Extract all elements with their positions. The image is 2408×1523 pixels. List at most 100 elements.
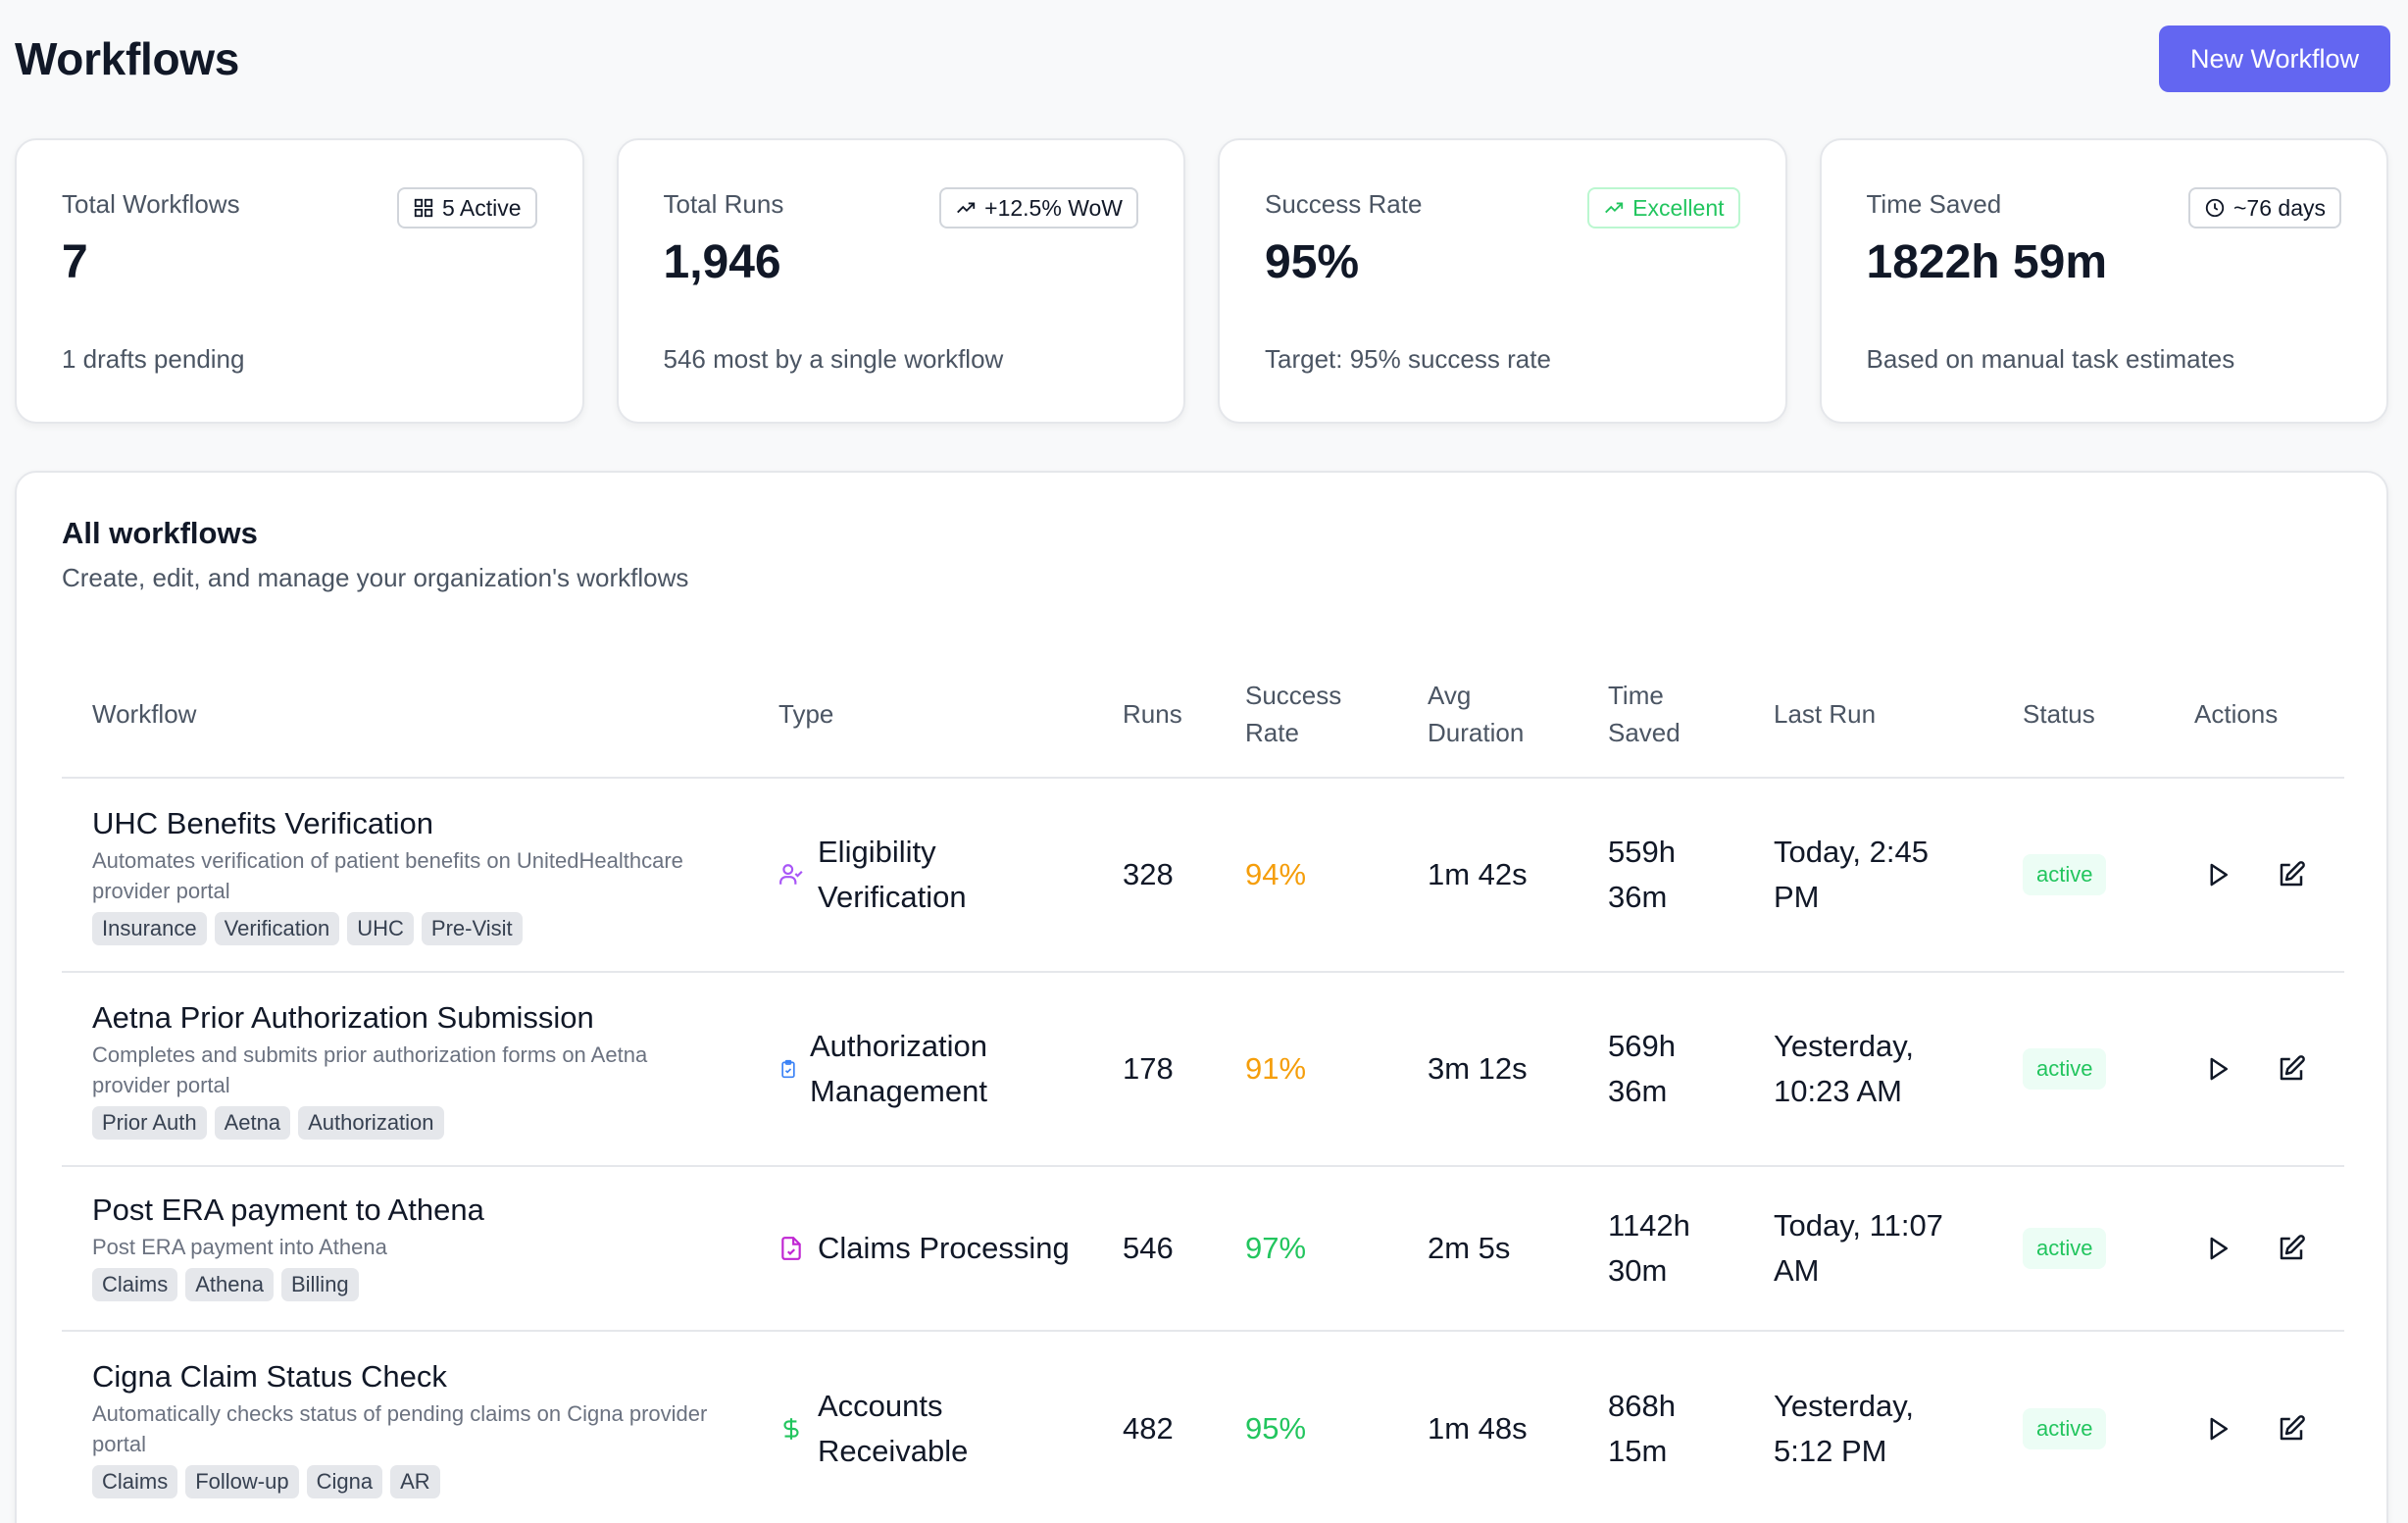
th-last-run[interactable]: Last Run <box>1774 699 1877 729</box>
run-button[interactable] <box>2194 1044 2241 1093</box>
workflow-name[interactable]: Cigna Claim Status Check <box>92 1359 447 1394</box>
stat-sub: 1 drafts pending <box>62 344 245 374</box>
trending-up-icon <box>957 202 976 214</box>
play-icon <box>2210 1237 2228 1260</box>
th-avg-duration[interactable]: Avg Duration <box>1428 681 1525 747</box>
type-label: Claims Processing <box>818 1231 1070 1265</box>
type-label: Eligibility Verification <box>818 835 967 914</box>
page-header: Workflows New Workflow <box>15 25 2390 93</box>
status-cell: active <box>2023 1167 2180 1330</box>
trending-up-icon <box>1605 202 1624 214</box>
workflow-name[interactable]: UHC Benefits Verification <box>92 806 434 840</box>
type-label: Authorization Management <box>810 1029 987 1108</box>
workflow-tags: Claims Athena Billing <box>92 1268 729 1301</box>
actions-cell <box>2194 973 2341 1165</box>
edit-button[interactable] <box>2268 1224 2315 1273</box>
th-time-saved[interactable]: Time Saved <box>1608 681 1681 747</box>
workflow-name[interactable]: Aetna Prior Authorization Submission <box>92 1000 594 1035</box>
success-rate-cell: 91% <box>1245 1051 1307 1086</box>
user-check-icon <box>779 864 803 885</box>
tag: Authorization <box>298 1106 444 1140</box>
edit-button[interactable] <box>2268 1044 2315 1093</box>
th-type[interactable]: Type <box>778 699 834 729</box>
workflow-cell: Aetna Prior Authorization Submission Com… <box>92 998 729 1140</box>
runs-cell: 546 <box>1123 1231 1174 1265</box>
stat-badge: ~76 days <box>2188 187 2341 228</box>
tag: Cigna <box>306 1465 383 1498</box>
th-workflow[interactable]: Workflow <box>92 699 197 729</box>
actions-cell <box>2194 1167 2341 1330</box>
tag: Athena <box>185 1268 274 1301</box>
status-cell: active <box>2023 1332 2180 1523</box>
last-run-cell: Today, 11:07 AM <box>1774 1208 1943 1288</box>
stat-sub: Based on manual task estimates <box>1866 344 2235 374</box>
status-badge: active <box>2023 1048 2107 1090</box>
stat-badge-label: Excellent <box>1632 194 1725 221</box>
edit-icon <box>2280 1235 2305 1260</box>
run-button[interactable] <box>2194 1224 2241 1273</box>
status-badge: active <box>2023 854 2107 895</box>
stat-badge-label: ~76 days <box>2233 194 2326 221</box>
stat-value: 1822h 59m <box>1866 236 2108 288</box>
stat-card-total-runs: Total Runs 1,946 546 most by a single wo… <box>616 138 1185 424</box>
clipboard-check-icon <box>781 1059 795 1079</box>
tag: Insurance <box>92 912 207 945</box>
tag: UHC <box>347 912 414 945</box>
tag: Billing <box>280 1268 359 1301</box>
workflow-description: Automates verification of patient benefi… <box>92 848 683 903</box>
stat-card-success-rate: Success Rate 95% Target: 95% success rat… <box>1218 138 1787 424</box>
table-row[interactable]: Post ERA payment to Athena Post ERA paym… <box>62 1167 2344 1332</box>
stat-value: 1,946 <box>663 236 781 288</box>
workflow-tags: Insurance Verification UHC Pre-Visit <box>92 912 729 945</box>
last-run-cell: Yesterday, 5:12 PM <box>1774 1389 1915 1468</box>
stat-badge-label: 5 Active <box>441 194 522 221</box>
table-row[interactable]: Cigna Claim Status Check Automatically c… <box>62 1332 2344 1523</box>
workflow-cell: UHC Benefits Verification Automates veri… <box>92 804 729 945</box>
th-actions: Actions <box>2194 699 2279 729</box>
dollar-icon <box>783 1418 799 1440</box>
new-workflow-button[interactable]: New Workflow <box>2158 25 2390 92</box>
table-row[interactable]: Aetna Prior Authorization Submission Com… <box>62 973 2344 1167</box>
runs-cell: 328 <box>1123 857 1174 891</box>
stats-row: Total Workflows 7 1 drafts pending 5 Act… <box>15 138 2388 424</box>
file-check-icon <box>781 1237 801 1260</box>
panel-subtitle: Create, edit, and manage your organizati… <box>62 563 689 592</box>
last-run-cell: Today, 2:45 PM <box>1774 835 1929 914</box>
stat-card-total-workflows: Total Workflows 7 1 drafts pending 5 Act… <box>15 138 584 424</box>
workflows-panel: All workflows Create, edit, and manage y… <box>15 471 2388 1523</box>
workflow-name[interactable]: Post ERA payment to Athena <box>92 1193 484 1227</box>
edit-button[interactable] <box>2268 850 2315 899</box>
th-status[interactable]: Status <box>2023 699 2095 729</box>
workflow-cell: Cigna Claim Status Check Automatically c… <box>92 1357 729 1498</box>
edit-icon <box>2280 1415 2305 1441</box>
th-success-rate[interactable]: Success Rate <box>1245 681 1342 747</box>
time-saved-cell: 559h 36m <box>1608 835 1676 914</box>
tag: Claims <box>92 1268 178 1301</box>
type-cell: Eligibility Verification <box>778 779 1092 971</box>
tag: Prior Auth <box>92 1106 207 1140</box>
tag: Verification <box>214 912 340 945</box>
tag: Claims <box>92 1465 178 1498</box>
page-title: Workflows <box>15 33 240 84</box>
tag: Aetna <box>214 1106 291 1140</box>
type-label: Accounts Receivable <box>818 1389 969 1468</box>
table-row[interactable]: UHC Benefits Verification Automates veri… <box>62 779 2344 973</box>
avg-duration-cell: 1m 42s <box>1428 857 1528 891</box>
edit-button[interactable] <box>2268 1404 2315 1453</box>
clock-icon <box>2205 198 2225 218</box>
run-button[interactable] <box>2194 850 2241 899</box>
stat-sub: 546 most by a single workflow <box>663 344 1004 374</box>
run-button[interactable] <box>2194 1404 2241 1453</box>
last-run-cell: Yesterday, 10:23 AM <box>1774 1029 1915 1108</box>
th-runs[interactable]: Runs <box>1123 699 1182 729</box>
success-rate-cell: 97% <box>1245 1231 1307 1265</box>
workflows-table: Workflow Type Runs Success Rate Avg Dura… <box>62 649 2344 1523</box>
tag: AR <box>390 1465 440 1498</box>
tag: Follow-up <box>185 1465 299 1498</box>
workflow-description: Automatically checks status of pending c… <box>92 1401 708 1456</box>
stat-value: 7 <box>62 236 88 288</box>
workflow-cell: Post ERA payment to Athena Post ERA paym… <box>92 1191 729 1301</box>
actions-cell <box>2194 779 2341 971</box>
panel-title: All workflows <box>62 516 258 550</box>
stat-card-time-saved: Time Saved 1822h 59m Based on manual tas… <box>1819 138 2388 424</box>
